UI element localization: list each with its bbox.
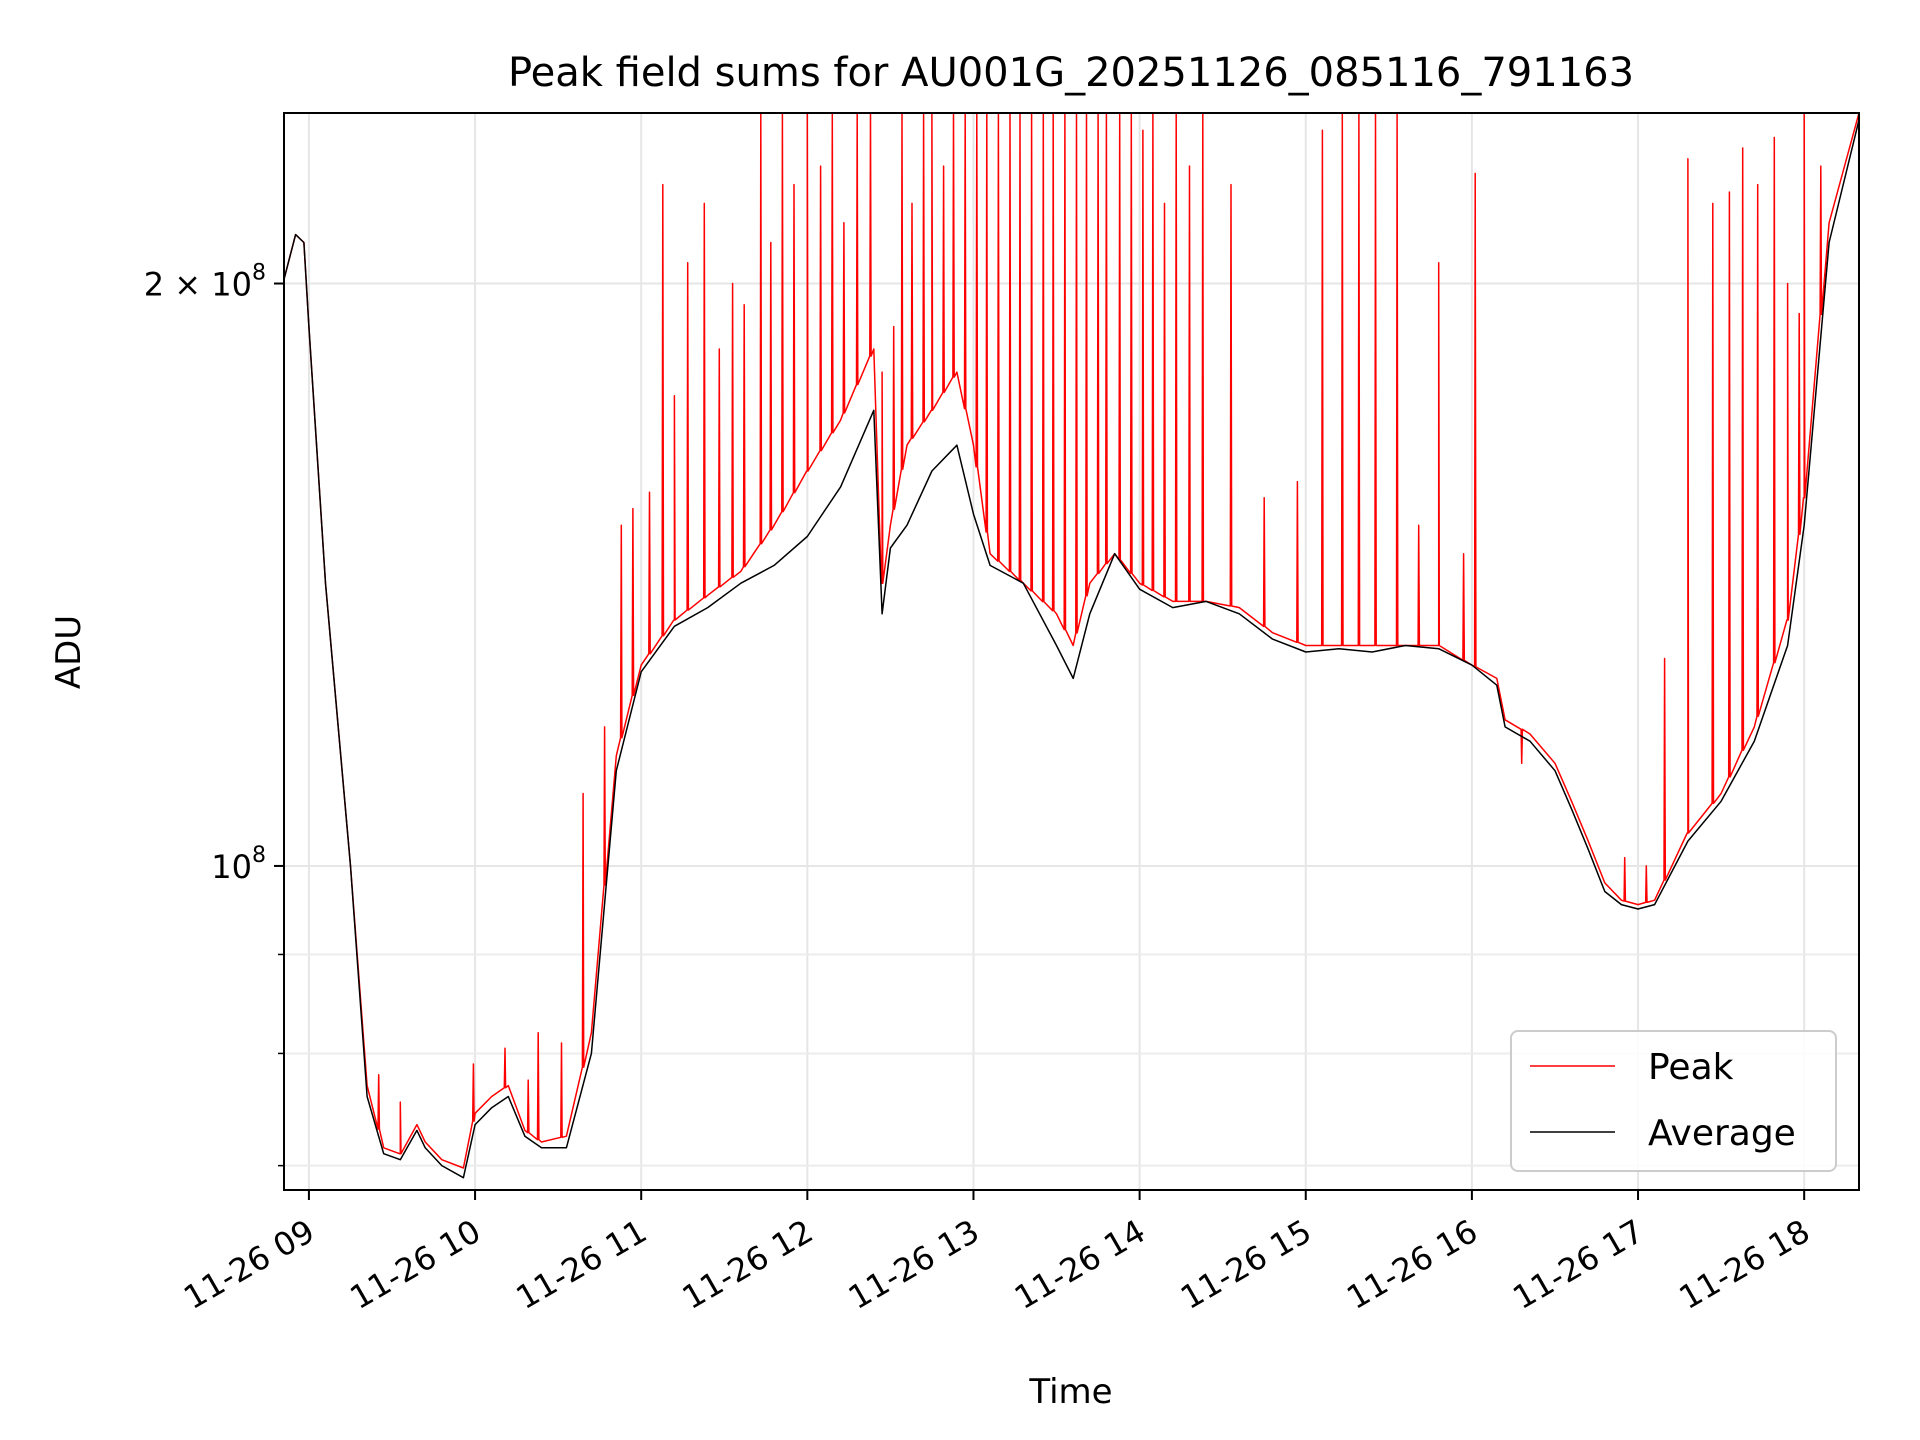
- legend: Peak Average: [1510, 1030, 1837, 1172]
- y-axis-label: ADU: [49, 615, 89, 689]
- y-tick-label: 108: [211, 843, 266, 886]
- series-line-peak: [284, 113, 1859, 1169]
- chart-title: Peak field sums for AU001G_20251126_0851…: [508, 50, 1634, 96]
- y-axis: 108 2 × 108: [144, 261, 284, 1167]
- legend-label-peak: Peak: [1648, 1047, 1734, 1088]
- plot-frame: [283, 112, 1860, 1191]
- x-axis-label: Time: [1028, 1372, 1112, 1412]
- series-layer: [284, 113, 1859, 1179]
- legend-label-average: Average: [1648, 1113, 1796, 1154]
- y-tick-label: 2 × 108: [144, 261, 266, 304]
- series-line-average: [284, 119, 1859, 1179]
